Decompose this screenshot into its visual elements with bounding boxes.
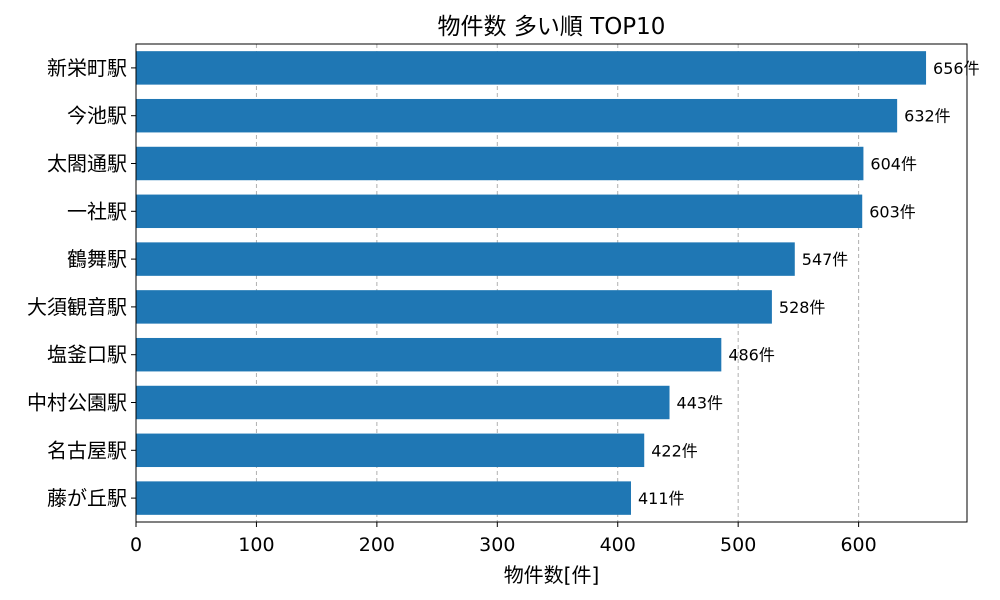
- data-label: 486件: [728, 346, 775, 365]
- data-label: 656件: [933, 59, 980, 78]
- bar: [136, 433, 645, 468]
- bar: [136, 194, 863, 229]
- y-tick-label: 新栄町駅: [47, 56, 127, 80]
- data-label: 547件: [802, 250, 849, 269]
- y-tick-label: 一社駅: [67, 199, 127, 223]
- bar: [136, 242, 795, 276]
- bar: [136, 146, 864, 181]
- x-axis-label: 物件数[件]: [504, 563, 600, 587]
- plot-frame: [135, 43, 968, 523]
- data-labels: 656件 632件 604件 603件 547件 528件 486件 443件 422件 411件: [638, 59, 980, 508]
- data-label: 422件: [651, 441, 698, 460]
- y-tick-label: 今池駅: [67, 104, 127, 128]
- bar: [136, 51, 927, 85]
- bar: [136, 337, 722, 372]
- x-tick-label: 0: [130, 534, 142, 556]
- x-tick-label: 100: [238, 534, 274, 556]
- data-label: 528件: [779, 298, 826, 317]
- data-label: 604件: [870, 155, 917, 174]
- x-tick-label: 400: [600, 534, 636, 556]
- bars: [136, 51, 927, 515]
- bar: [136, 385, 670, 420]
- y-tick-label: 名古屋駅: [47, 438, 127, 462]
- data-label: 603件: [869, 202, 916, 221]
- y-tick-label: 大須観音駅: [27, 295, 127, 319]
- x-tick-label: 600: [840, 534, 876, 556]
- x-tick-label: 500: [720, 534, 756, 556]
- y-tick-label: 鶴舞駅: [67, 247, 127, 271]
- bar: [136, 481, 631, 515]
- x-tick-label: 200: [359, 534, 395, 556]
- x-axis-ticks: 0 100 200 300 400 500 600: [130, 522, 877, 556]
- y-tick-label: 塩釜口駅: [47, 343, 127, 367]
- x-tick-label: 300: [479, 534, 515, 556]
- y-tick-label: 太閤通駅: [47, 152, 127, 176]
- y-tick-label: 藤が丘駅: [47, 486, 127, 510]
- bar: [136, 98, 898, 133]
- chart-title: 物件数 多い順 TOP10: [438, 14, 666, 40]
- bar: [136, 290, 772, 324]
- data-label: 632件: [904, 107, 951, 126]
- data-label: 443件: [677, 394, 724, 413]
- y-tick-label: 中村公園駅: [27, 391, 127, 415]
- data-label: 411件: [638, 489, 685, 508]
